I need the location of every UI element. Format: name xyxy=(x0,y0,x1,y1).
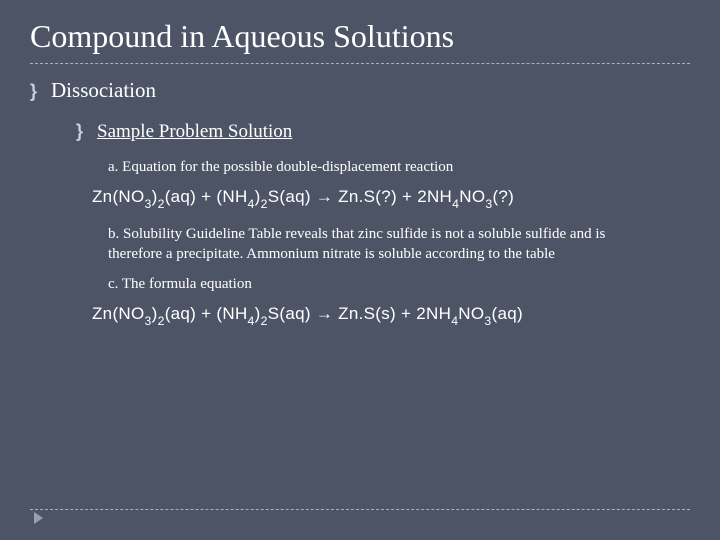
eqn2-arrow: → xyxy=(311,304,338,323)
eqn1-lhs1-sub2: 2 xyxy=(158,197,165,211)
slide-title: Compound in Aqueous Solutions xyxy=(30,18,690,55)
equation-1: Zn(NO3)2(aq) + (NH4)2S(aq) → Zn.S(?) + 2… xyxy=(30,187,690,209)
eqn1-rhs1: Zn.S(?) xyxy=(338,187,397,206)
eqn1-lhs1-paren: ) xyxy=(152,187,158,206)
eqn1-lhs1: Zn(NO xyxy=(92,187,145,206)
eqn1-rhs2-sub2: 3 xyxy=(485,197,492,211)
eqn2-plus1: + xyxy=(196,304,216,323)
divider-bottom xyxy=(30,509,690,510)
eqn2-lhs1-sub1: 3 xyxy=(145,314,152,328)
eqn2-rhs2-pre: 2NH xyxy=(416,304,451,323)
eqn2-plus2: + xyxy=(396,304,416,323)
eqn2-lhs2-paren: ) xyxy=(255,304,261,323)
bullet-mark-icon: } xyxy=(76,121,83,142)
body-text-b: b. Solubility Guideline Table reveals th… xyxy=(30,224,690,265)
eqn1-plus2: + xyxy=(397,187,417,206)
bullet-text-level2: Sample Problem Solution xyxy=(97,121,292,143)
eqn2-lhs1-sub2: 2 xyxy=(158,314,165,328)
eqn2-rhs1: Zn.S(s) xyxy=(338,304,396,323)
eqn2-rhs2-mid: NO xyxy=(458,304,484,323)
divider-top xyxy=(30,63,690,64)
body-text-c: c. The formula equation xyxy=(30,274,690,294)
bullet-mark-icon: } xyxy=(30,81,37,102)
equation-2: Zn(NO3)2(aq) + (NH4)2S(aq) → Zn.S(s) + 2… xyxy=(30,304,690,326)
arrow-right-icon xyxy=(34,512,43,524)
eqn2-lhs2-tail: S(aq) xyxy=(268,304,311,323)
eqn2-lhs2-sub1: 4 xyxy=(248,314,255,328)
eqn1-lhs2: (NH xyxy=(216,187,247,206)
eqn1-lhs1-state: (aq) xyxy=(165,187,196,206)
eqn1-lhs2-sub1: 4 xyxy=(248,197,255,211)
slide-container: Compound in Aqueous Solutions } Dissocia… xyxy=(0,0,720,540)
bullet-level1: } Dissociation xyxy=(30,78,690,103)
eqn1-lhs2-tail: S(aq) xyxy=(268,187,311,206)
eqn2-rhs2-sub1: 4 xyxy=(451,314,458,328)
eqn1-rhs2-sub1: 4 xyxy=(452,197,459,211)
eqn2-lhs1-paren: ) xyxy=(152,304,158,323)
eqn2-lhs1-state: (aq) xyxy=(165,304,196,323)
eqn2-lhs2-sub2: 2 xyxy=(261,314,268,328)
body-text-a: a. Equation for the possible double-disp… xyxy=(30,157,690,177)
eqn1-lhs2-sub2: 2 xyxy=(261,197,268,211)
eqn1-lhs2-paren: ) xyxy=(255,187,261,206)
eqn2-rhs2-state: (aq) xyxy=(492,304,523,323)
eqn1-rhs2-mid: NO xyxy=(459,187,485,206)
bullet-text-level1: Dissociation xyxy=(51,78,156,103)
eqn1-arrow: → xyxy=(311,187,338,206)
eqn1-rhs2-state: (?) xyxy=(492,187,514,206)
eqn1-rhs2-pre: 2NH xyxy=(417,187,452,206)
eqn1-lhs1-sub1: 3 xyxy=(145,197,152,211)
eqn2-lhs1: Zn(NO xyxy=(92,304,145,323)
eqn2-rhs2-sub2: 3 xyxy=(484,314,491,328)
bullet-level2: } Sample Problem Solution xyxy=(30,121,690,143)
eqn1-plus1: + xyxy=(196,187,216,206)
eqn2-lhs2: (NH xyxy=(216,304,247,323)
